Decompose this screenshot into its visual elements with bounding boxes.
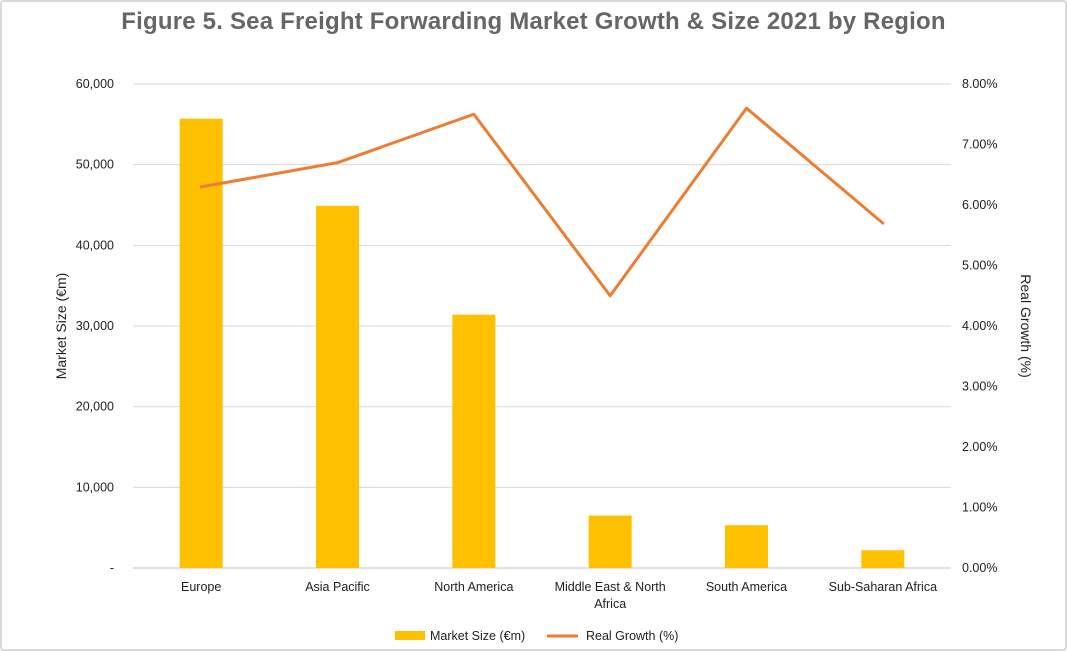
left-axis-title: Market Size (€m) [53, 273, 69, 380]
bar [725, 525, 768, 568]
legend-line-label: Real Growth (%) [586, 629, 678, 643]
left-tick-label: 40,000 [76, 238, 114, 252]
right-tick-label: 6.00% [962, 198, 997, 212]
right-axis-ticks: 0.00% 1.00% 2.00% 3.00% 4.00% 5.00% 6.00% 7.00%… [962, 77, 997, 575]
category-labels: Europe Asia Pacific North America Middle Ea… [181, 580, 937, 611]
bar [179, 118, 223, 568]
growth-line [199, 106, 885, 298]
left-tick-label: 10,000 [76, 480, 114, 494]
legend-bar-swatch [395, 631, 425, 640]
right-tick-label: 2.00% [962, 440, 997, 454]
category-label: South America [706, 580, 787, 594]
right-tick-label: 4.00% [962, 319, 997, 333]
right-axis-title: Real Growth (%) [1018, 274, 1034, 377]
category-label: North America [434, 580, 513, 594]
bar [452, 314, 496, 568]
bar [316, 205, 359, 568]
left-axis-ticks: - 10,000 20,000 30,000 40,000 50,000 60,000 [76, 77, 114, 575]
bar-series [179, 118, 905, 568]
right-tick-label: 7.00% [962, 138, 997, 152]
left-tick-label: - [110, 561, 114, 575]
category-label: Europe [181, 580, 221, 594]
left-tick-label: 50,000 [76, 158, 114, 172]
bar [861, 550, 905, 568]
right-tick-label: 1.00% [962, 501, 997, 515]
chart-title: Figure 5. Sea Freight Forwarding Market … [121, 8, 946, 35]
right-tick-label: 5.00% [962, 259, 997, 273]
right-tick-label: 3.00% [962, 380, 997, 394]
right-tick-label: 0.00% [962, 561, 997, 575]
gridlines [133, 83, 951, 569]
category-label: Sub-Saharan Africa [829, 580, 937, 594]
legend: Market Size (€m) Real Growth (%) [395, 629, 678, 643]
bar [588, 515, 632, 568]
left-tick-label: 30,000 [76, 319, 114, 333]
line-series [199, 106, 885, 298]
category-label: Middle East & North Africa [555, 580, 666, 611]
left-tick-label: 20,000 [76, 400, 114, 414]
legend-bar-label: Market Size (€m) [430, 629, 525, 643]
right-tick-label: 8.00% [962, 77, 997, 91]
left-tick-label: 60,000 [76, 77, 114, 91]
category-label: Asia Pacific [305, 580, 370, 594]
